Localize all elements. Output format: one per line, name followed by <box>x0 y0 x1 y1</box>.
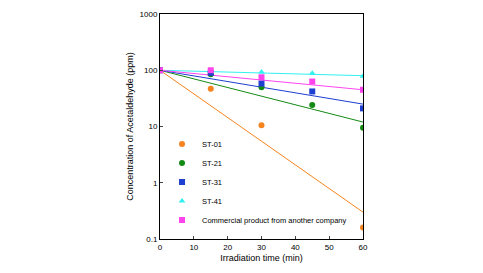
svg-text:Concentration of Acetaldehyde: Concentration of Acetaldehyde (ppm) <box>125 52 135 201</box>
svg-text:ST-01: ST-01 <box>202 140 222 149</box>
svg-text:0: 0 <box>158 243 163 252</box>
svg-text:60: 60 <box>359 243 368 252</box>
svg-text:50: 50 <box>325 243 334 252</box>
svg-text:0.1: 0.1 <box>146 235 158 244</box>
svg-text:1: 1 <box>153 179 158 188</box>
svg-text:ST-31: ST-31 <box>202 178 222 187</box>
svg-text:Irradiation time (min): Irradiation time (min) <box>220 253 303 263</box>
svg-text:1000: 1000 <box>140 10 158 19</box>
svg-text:Commercial product from anothe: Commercial product from another company <box>202 216 346 225</box>
svg-text:ST-41: ST-41 <box>202 197 222 206</box>
svg-text:10: 10 <box>148 122 157 131</box>
svg-text:40: 40 <box>291 243 300 252</box>
svg-text:100: 100 <box>144 66 158 75</box>
svg-text:30: 30 <box>257 243 266 252</box>
svg-text:ST-21: ST-21 <box>202 159 222 168</box>
svg-text:20: 20 <box>223 243 232 252</box>
svg-text:10: 10 <box>189 243 198 252</box>
